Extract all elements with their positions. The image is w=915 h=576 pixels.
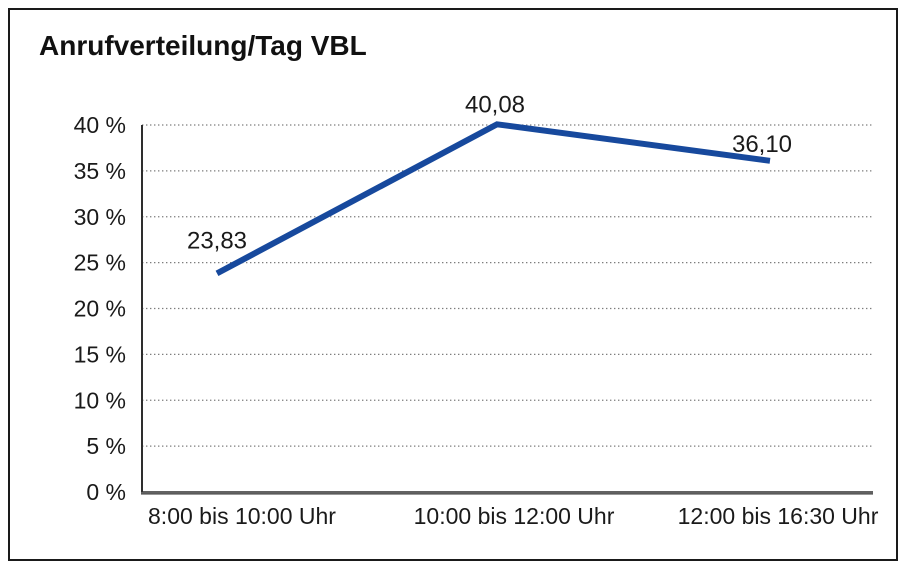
y-axis-tick-label: 15 % [74,341,126,367]
y-axis-tick-label: 40 % [74,112,126,138]
data-point-label: 40,08 [465,91,525,118]
data-point-label: 36,10 [732,131,792,158]
y-axis-tick-label: 10 % [74,387,126,413]
y-axis-tick-label: 5 % [86,433,126,459]
y-axis-tick-label: 0 % [86,479,126,505]
data-series-line [215,121,771,277]
y-axis-tick-label: 25 % [74,250,126,276]
data-point-label: 23,83 [187,227,247,254]
y-axis-tick-label: 35 % [74,158,126,184]
y-axis-tick-label: 20 % [74,296,126,322]
x-axis-category-label: 10:00 bis 12:00 Uhr [414,503,615,529]
chart-title: Anrufverteilung/Tag VBL [39,30,367,61]
x-axis-category-label: 12:00 bis 16:30 Uhr [678,503,879,529]
y-axis-tick-label: 30 % [74,204,126,230]
x-axis-category-label: 8:00 bis 10:00 Uhr [148,503,336,529]
chart-frame [8,8,898,561]
